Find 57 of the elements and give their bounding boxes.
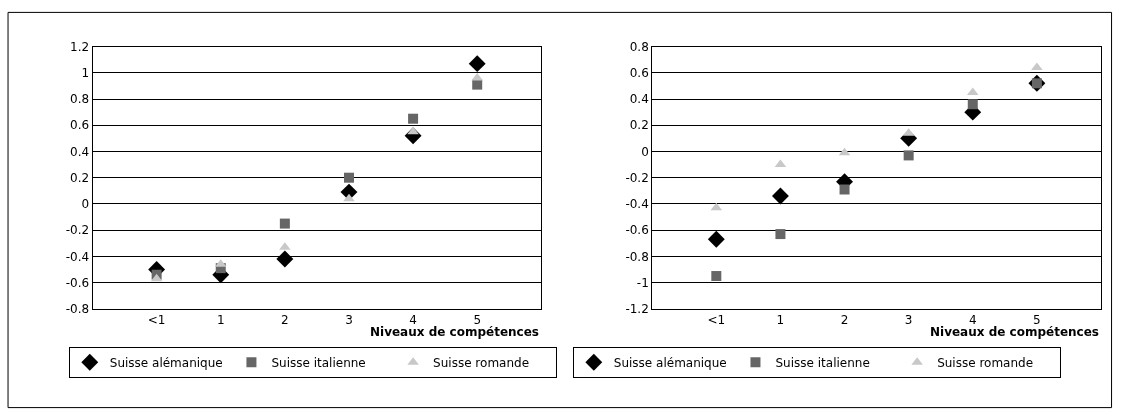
legend-label: Suisse romande bbox=[937, 355, 1034, 370]
y-tick-label: 1 bbox=[81, 66, 90, 81]
y-tick-label: -0.2 bbox=[625, 170, 649, 185]
x-tick-label: 1 bbox=[776, 313, 785, 328]
y-tick-label: 0.4 bbox=[70, 144, 90, 159]
y-tick-label: -0.2 bbox=[65, 223, 90, 238]
legend-label: Suisse romande bbox=[433, 355, 530, 370]
y-tick-label: 0.6 bbox=[629, 66, 649, 81]
point bbox=[343, 193, 355, 202]
x-tick-label: <1 bbox=[147, 313, 166, 328]
x-tick-label: 4 bbox=[968, 313, 977, 328]
point bbox=[903, 150, 914, 161]
x-tick-label: 5 bbox=[473, 313, 482, 328]
y-tick-label: -0.4 bbox=[65, 249, 90, 264]
y-tick-label: -0.4 bbox=[625, 197, 649, 212]
y-tick-label: 0.8 bbox=[629, 39, 649, 54]
y-tick-label: 1.2 bbox=[70, 39, 90, 54]
point bbox=[343, 172, 354, 183]
x-tick-label: 1 bbox=[216, 313, 225, 328]
point bbox=[771, 187, 789, 205]
point bbox=[707, 230, 725, 248]
legend-label: Suisse italienne bbox=[271, 355, 366, 370]
y-tick-label: 0.8 bbox=[70, 92, 90, 107]
point bbox=[472, 79, 483, 90]
y-tick-label: 0.2 bbox=[629, 118, 649, 133]
legend-label: Suisse alémanique bbox=[109, 355, 223, 370]
y-tick-label: -1.2 bbox=[625, 302, 649, 316]
x-tick-label: 5 bbox=[1033, 313, 1041, 328]
x-tick-label: <1 bbox=[707, 313, 726, 328]
x-tick-label: 3 bbox=[904, 313, 913, 328]
point bbox=[1031, 62, 1043, 71]
y-tick-label: 0 bbox=[81, 197, 90, 212]
x-tick-label: 2 bbox=[840, 313, 849, 328]
x-tick-label: 2 bbox=[281, 313, 289, 328]
y-tick-label: 0.4 bbox=[629, 92, 649, 107]
point bbox=[276, 250, 294, 268]
y-tick-label: 0.6 bbox=[70, 118, 90, 133]
y-tick-label: -0.6 bbox=[625, 223, 649, 238]
point bbox=[468, 55, 486, 73]
y-tick-label: -0.8 bbox=[65, 302, 90, 316]
legend-label: Suisse alémanique bbox=[613, 355, 727, 370]
y-tick-label: -0.8 bbox=[625, 249, 649, 264]
x-axis-title: Niveaux de compétences bbox=[370, 325, 539, 339]
y-tick-label: -1 bbox=[636, 275, 649, 290]
point bbox=[711, 271, 722, 282]
x-tick-label: 3 bbox=[345, 313, 353, 328]
point bbox=[408, 113, 419, 124]
x-axis-title: Niveaux de compétences bbox=[930, 325, 1099, 339]
x-tick-label: 4 bbox=[409, 313, 417, 328]
point bbox=[967, 99, 978, 110]
point bbox=[775, 229, 786, 240]
point bbox=[279, 218, 290, 229]
y-tick-label: 0 bbox=[641, 144, 649, 159]
legend-label: Suisse italienne bbox=[775, 355, 870, 370]
point bbox=[839, 184, 850, 195]
y-tick-label: -0.6 bbox=[65, 275, 90, 290]
y-tick-label: 0.2 bbox=[70, 170, 90, 185]
